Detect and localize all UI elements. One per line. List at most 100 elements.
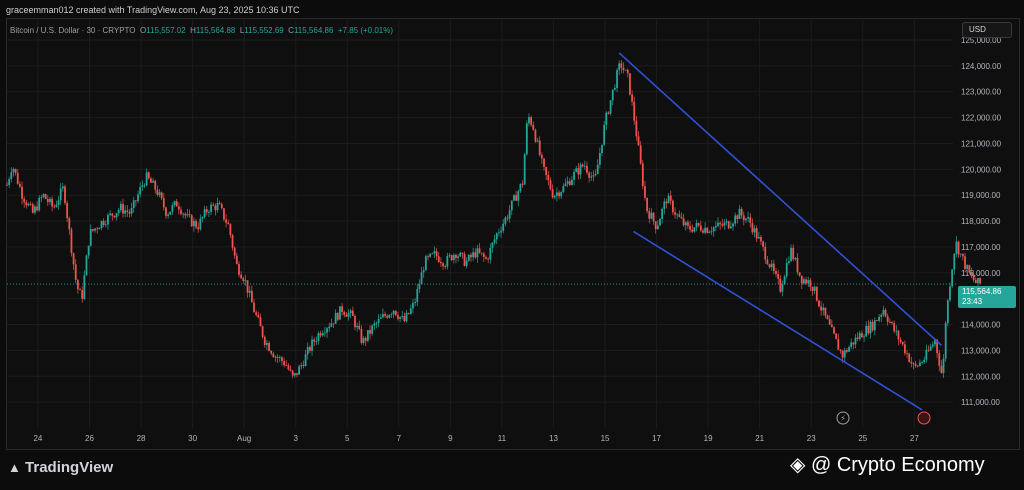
candle-body	[863, 336, 865, 338]
candle-body	[966, 265, 969, 269]
candle-body	[175, 201, 178, 207]
x-tick-label: 7	[397, 434, 402, 443]
candle-body	[865, 325, 868, 337]
candle-body	[622, 67, 625, 71]
candle-body	[764, 246, 767, 260]
candle-body	[901, 341, 904, 345]
candle-body	[122, 203, 124, 214]
candle-body	[766, 259, 769, 265]
candle-body	[760, 237, 762, 242]
candle-body	[360, 328, 363, 343]
candle-body	[725, 221, 728, 223]
candle-body	[446, 255, 449, 267]
candle-body	[382, 314, 384, 318]
candle-body	[671, 200, 674, 213]
tradingview-logo-icon: ▲	[8, 460, 21, 475]
candle-body	[167, 214, 170, 216]
currency-selector[interactable]: USD	[962, 22, 1012, 38]
candle-body	[936, 339, 939, 354]
candle-body	[676, 214, 679, 216]
candle-body	[70, 229, 73, 254]
candle-body	[281, 357, 283, 362]
candle-body	[620, 63, 623, 68]
candle-body	[16, 172, 19, 184]
candle-body	[843, 350, 846, 358]
candle-body	[798, 272, 801, 276]
candle-body	[289, 369, 292, 371]
high-label: H	[190, 26, 196, 35]
tradingview-logo[interactable]: ▲ TradingView	[8, 459, 113, 476]
candle-body	[102, 221, 105, 225]
candle-body	[742, 215, 745, 221]
candle-body	[626, 69, 629, 74]
y-tick-label: 118,000.00	[961, 217, 1001, 226]
candle-body	[293, 373, 296, 376]
x-tick-label: 3	[293, 434, 298, 443]
candle-body	[478, 248, 481, 253]
candle-body	[706, 227, 709, 233]
candle-body	[601, 144, 603, 153]
candle-body	[925, 349, 928, 360]
candle-body	[609, 100, 612, 114]
candle-body	[171, 205, 174, 212]
chart-frame[interactable]	[6, 18, 1020, 450]
candle-body	[61, 186, 64, 189]
candle-body	[856, 337, 859, 339]
candle-body	[128, 212, 131, 214]
candle-body	[521, 183, 524, 185]
candle-body	[240, 274, 243, 279]
candle-body	[903, 344, 906, 354]
candle-body	[390, 314, 393, 316]
candle-body	[590, 176, 593, 178]
candle-body	[906, 353, 908, 355]
candle-body	[154, 180, 157, 190]
candle-body	[433, 251, 436, 254]
candle-body	[785, 262, 788, 277]
candle-body	[377, 318, 380, 324]
candle-body	[646, 197, 649, 212]
candle-body	[751, 223, 754, 233]
events-icon	[836, 411, 850, 425]
candle-body	[392, 310, 395, 315]
candle-body	[942, 358, 945, 373]
candle-body	[869, 321, 872, 334]
candle-body	[820, 306, 823, 311]
candle-body	[115, 213, 118, 218]
candle-body	[40, 197, 43, 198]
candle-body	[736, 215, 739, 220]
candle-body	[347, 313, 350, 317]
open-label: O	[139, 26, 147, 35]
candle-body	[787, 261, 790, 263]
candle-body	[111, 213, 114, 216]
candle-body	[276, 356, 279, 358]
candle-body	[564, 183, 567, 187]
candle-body	[560, 192, 563, 197]
candle-body	[858, 333, 861, 339]
candle-body	[463, 253, 466, 266]
candle-body	[386, 315, 389, 318]
y-tick-label: 124,000.00	[961, 62, 1002, 71]
candle-body	[332, 323, 335, 325]
candle-body	[85, 255, 88, 276]
candle-body	[160, 192, 163, 199]
x-tick-label: 13	[549, 434, 558, 443]
candle-body	[440, 261, 442, 264]
candle-body	[74, 264, 77, 280]
candle-body	[876, 320, 878, 322]
candle-body	[379, 317, 382, 319]
candle-body	[165, 207, 167, 216]
candle-body	[354, 316, 356, 328]
candle-body	[195, 220, 197, 228]
candle-body	[366, 329, 369, 341]
candle-body	[534, 129, 537, 142]
candle-body	[605, 112, 608, 125]
candle-body	[826, 315, 829, 320]
candle-body	[306, 347, 309, 355]
candle-body	[702, 230, 704, 233]
candle-body	[854, 337, 857, 345]
candle-body	[44, 194, 47, 199]
candle-body	[124, 210, 127, 214]
candle-body	[680, 216, 683, 219]
candle-body	[790, 247, 792, 262]
